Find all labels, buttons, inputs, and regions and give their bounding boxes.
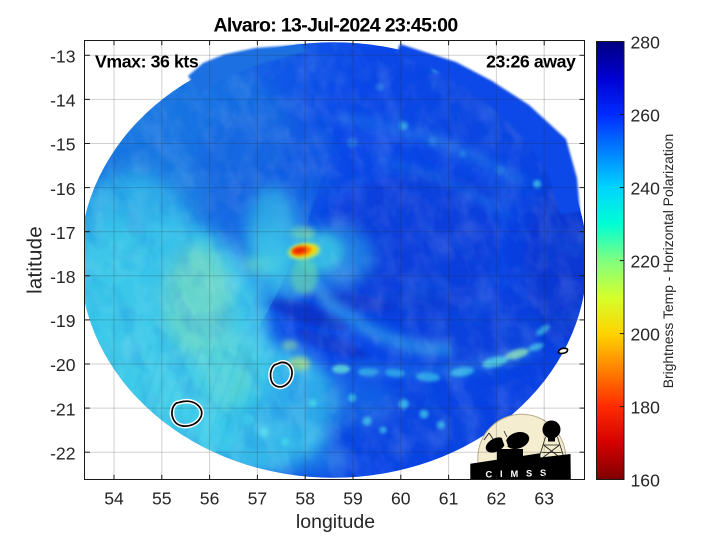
svg-text:Vmax: 36 kts: Vmax: 36 kts [95, 51, 199, 71]
svg-text:-19: -19 [50, 311, 75, 331]
svg-text:C: C [486, 470, 493, 480]
svg-text:latitude: latitude [24, 226, 47, 294]
svg-text:Alvaro: 13-Jul-2024 23:45:00: Alvaro: 13-Jul-2024 23:45:00 [213, 15, 458, 37]
svg-text:54: 54 [104, 489, 124, 509]
svg-text:55: 55 [152, 489, 172, 509]
svg-text:S: S [540, 468, 546, 478]
svg-text:56: 56 [200, 489, 220, 509]
svg-text:63: 63 [534, 489, 554, 509]
svg-text:280: 280 [631, 32, 661, 52]
svg-text:58: 58 [295, 489, 315, 509]
svg-text:220: 220 [631, 251, 661, 271]
svg-text:240: 240 [631, 178, 661, 198]
svg-text:-18: -18 [50, 267, 76, 287]
svg-text:I: I [500, 469, 503, 479]
svg-text:-15: -15 [50, 135, 76, 155]
svg-text:M: M [511, 469, 519, 479]
svg-text:Brightness Temp - Horizontal P: Brightness Temp - Horizontal Polarizatio… [660, 134, 676, 389]
svg-text:60: 60 [391, 489, 411, 509]
svg-text:longitude: longitude [296, 511, 375, 533]
svg-text:-13: -13 [50, 47, 76, 67]
svg-text:59: 59 [343, 489, 363, 509]
svg-text:160: 160 [631, 470, 661, 490]
svg-text:-22: -22 [50, 443, 75, 463]
svg-text:23:26 away: 23:26 away [486, 51, 576, 71]
svg-text:260: 260 [631, 105, 661, 125]
svg-text:-16: -16 [50, 179, 76, 199]
svg-text:180: 180 [631, 397, 661, 417]
svg-text:-17: -17 [50, 223, 75, 243]
svg-text:-14: -14 [50, 91, 76, 111]
svg-text:-20: -20 [50, 355, 76, 375]
svg-text:200: 200 [631, 324, 661, 344]
svg-text:-21: -21 [50, 399, 75, 419]
svg-text:S: S [526, 468, 532, 478]
svg-text:57: 57 [248, 489, 268, 509]
svg-text:61: 61 [439, 489, 459, 509]
svg-text:62: 62 [487, 489, 507, 509]
